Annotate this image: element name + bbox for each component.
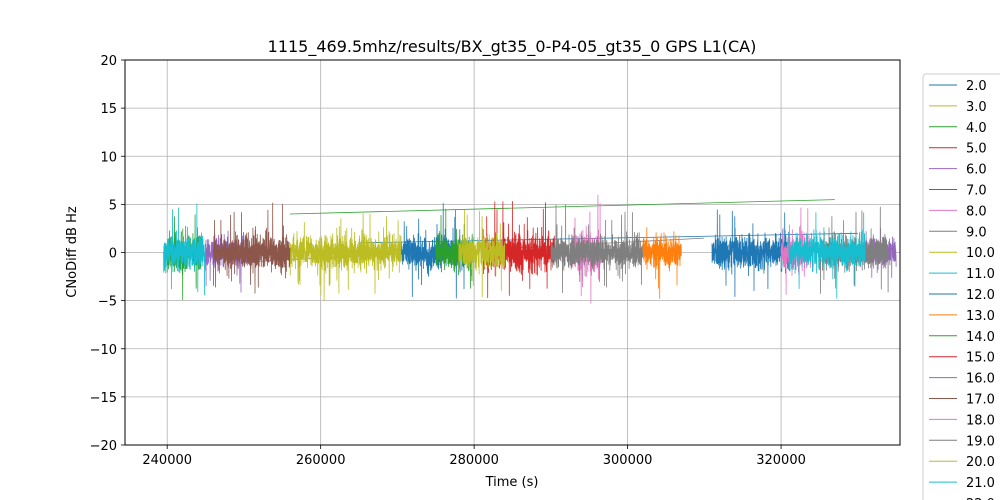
x-tick-label: 300000 (603, 453, 653, 468)
connector-line (289, 199, 835, 215)
legend-label: 13.0 (966, 309, 995, 324)
y-tick-label: −5 (98, 295, 117, 310)
series-line-12.0 (711, 209, 790, 298)
legend-label: 18.0 (966, 413, 995, 428)
series-line-11.0 (163, 203, 206, 296)
legend-label: 8.0 (966, 204, 987, 219)
y-tick-label: 10 (100, 150, 117, 165)
x-axis-label: Time (s) (485, 475, 539, 490)
y-tick-label: 5 (109, 198, 117, 213)
x-tick-label: 260000 (296, 453, 346, 468)
series-line-13.0 (642, 227, 682, 299)
legend-label: 21.0 (966, 476, 995, 491)
legend-box (922, 73, 1000, 500)
y-axis: −20 −15 −10 −5 0 5 10 15 20 (90, 54, 125, 454)
legend-label: 20.0 (966, 455, 995, 470)
x-tick-label: 320000 (756, 453, 806, 468)
legend-label: 12.0 (966, 288, 995, 303)
y-tick-label: 0 (109, 247, 117, 262)
series-line-10.0 (335, 212, 402, 294)
y-tick-label: 15 (100, 102, 117, 117)
legend-label: 10.0 (966, 246, 995, 261)
series-line-17.0 (212, 211, 260, 294)
x-tick-label: 240000 (142, 453, 192, 468)
legend-label: 9.0 (966, 225, 987, 240)
legend-label: 19.0 (966, 434, 995, 449)
legend-label: 7.0 (966, 184, 987, 199)
series-layer (163, 194, 897, 304)
legend-label: 15.0 (966, 351, 995, 366)
legend-label: 3.0 (966, 100, 987, 115)
legend-label: 22.0 (966, 497, 995, 500)
series-line-20.0 (458, 209, 506, 298)
series-line-21.0 (788, 212, 866, 299)
legend-label: 5.0 (966, 142, 987, 157)
legend-label: 17.0 (966, 393, 995, 408)
x-tick-label: 280000 (449, 453, 499, 468)
legend-label: 6.0 (966, 163, 987, 178)
y-tick-label: 20 (100, 54, 117, 69)
chart-title: 1115_469.5mhz/results/BX_gt35_0-P4-05_gt… (268, 37, 757, 57)
series-line-9.0 (550, 204, 644, 294)
x-axis: 240000 260000 280000 300000 320000 (142, 445, 806, 468)
legend-label: 2.0 (966, 79, 987, 94)
legend-label: 14.0 (966, 330, 995, 345)
y-tick-label: −15 (90, 391, 117, 406)
legend-label: 11.0 (966, 267, 995, 282)
legend-label: 16.0 (966, 372, 995, 387)
y-axis-label: CNoDiff dB Hz (65, 206, 80, 298)
legend: 2.0 3.0 4.0 5.0 6.0 7.0 8.0 9.0 10.0 11.0 12.0 13.0… (922, 73, 1000, 500)
legend-label: 4.0 (966, 121, 987, 136)
y-tick-label: −20 (90, 439, 117, 454)
y-tick-label: −10 (90, 343, 117, 358)
